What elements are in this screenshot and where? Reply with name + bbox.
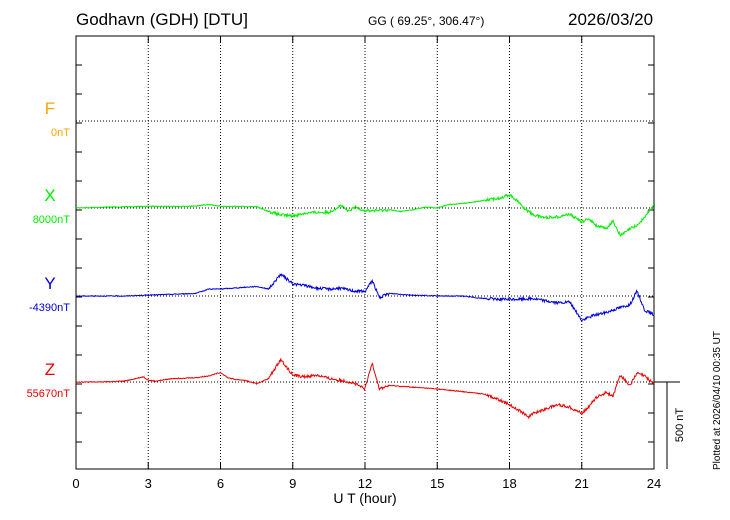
series-baseline-z: 55670nT bbox=[27, 388, 71, 400]
series-name-f: F bbox=[45, 99, 55, 118]
series-trace-y bbox=[75, 273, 655, 323]
station-title: Godhavn (GDH) [DTU] bbox=[76, 10, 248, 29]
series-trace-z bbox=[75, 358, 655, 420]
x-tick-label: 18 bbox=[502, 476, 516, 491]
coordinates-label: GG ( 69.25°, 306.47°) bbox=[368, 14, 485, 28]
series-name-z: Z bbox=[45, 360, 55, 379]
series-baseline-f: 0nT bbox=[51, 127, 70, 139]
series-trace-x bbox=[75, 193, 655, 237]
x-tick-label: 0 bbox=[72, 476, 79, 491]
series-traces bbox=[75, 193, 655, 420]
x-tick-label: 9 bbox=[289, 476, 296, 491]
x-axis-label: U T (hour) bbox=[333, 490, 396, 506]
x-tick-label: 12 bbox=[358, 476, 372, 491]
grid-lines bbox=[76, 36, 654, 469]
x-tick-label: 15 bbox=[430, 476, 444, 491]
series-baseline-x: 8000nT bbox=[33, 214, 71, 226]
series-name-x: X bbox=[44, 186, 55, 205]
x-tick-label: 3 bbox=[145, 476, 152, 491]
x-tick-label: 21 bbox=[575, 476, 589, 491]
x-axis-ticks: 0 3 6 9 12 15 18 21 24 bbox=[72, 36, 661, 491]
x-tick-label: 24 bbox=[647, 476, 661, 491]
series-labels: F 0nT X 8000nT Y -4390nT Z 55670nT bbox=[27, 99, 71, 400]
scale-bar-label: 500 nT bbox=[674, 408, 686, 443]
date-label: 2026/03/20 bbox=[568, 10, 654, 29]
series-name-y: Y bbox=[44, 274, 55, 293]
x-tick-label: 6 bbox=[217, 476, 224, 491]
scale-bar-group: 500 nT bbox=[654, 381, 686, 469]
series-baseline-y: -4390nT bbox=[29, 302, 70, 314]
